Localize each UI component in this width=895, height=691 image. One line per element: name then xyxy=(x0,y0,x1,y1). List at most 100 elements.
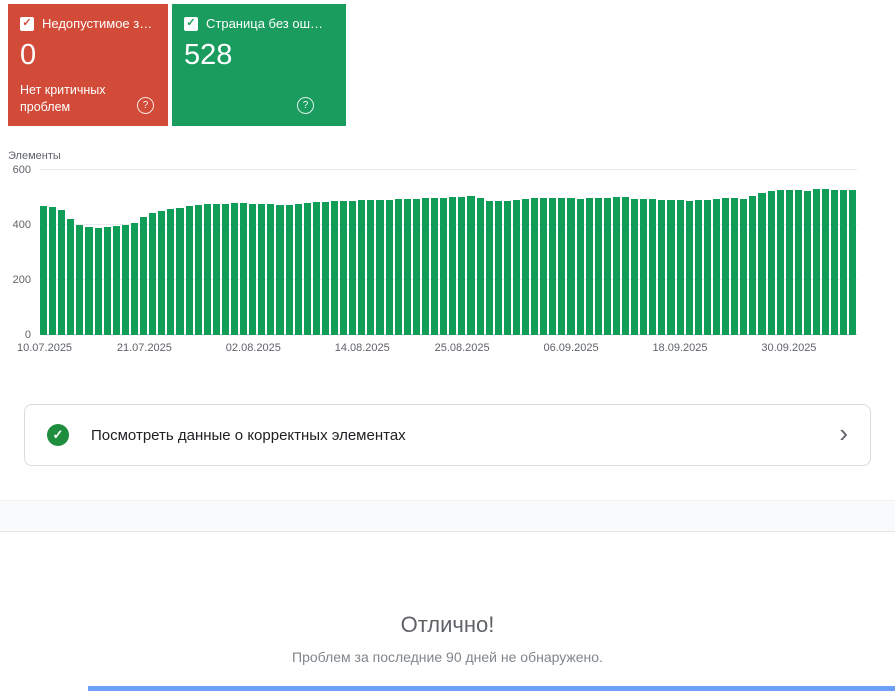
error-card-checkbox[interactable]: ✓ xyxy=(20,16,34,31)
chart-bar[interactable] xyxy=(176,207,184,335)
chart-bar[interactable] xyxy=(194,205,202,335)
chart-bar[interactable] xyxy=(776,189,784,335)
chart-bar[interactable] xyxy=(212,203,220,335)
chart-bar[interactable] xyxy=(649,198,657,335)
chart-bar[interactable] xyxy=(449,196,457,335)
view-valid-data-row[interactable]: ✓ Посмотреть данные о корректных элемент… xyxy=(24,404,871,466)
chart-bar[interactable] xyxy=(149,212,157,335)
chart-bar[interactable] xyxy=(840,190,848,335)
chart-bar[interactable] xyxy=(603,197,611,335)
chart-bar[interactable] xyxy=(531,198,539,335)
chart-bar[interactable] xyxy=(294,203,302,335)
chart-bar[interactable] xyxy=(303,203,311,335)
help-icon[interactable]: ? xyxy=(297,97,314,114)
chart-bar[interactable] xyxy=(594,197,602,335)
chart-bar[interactable] xyxy=(285,204,293,335)
chart-bar[interactable] xyxy=(612,197,620,335)
chart-bar[interactable] xyxy=(312,202,320,335)
chart-bar[interactable] xyxy=(349,200,357,335)
chart-bar[interactable] xyxy=(421,198,430,335)
chart-bar[interactable] xyxy=(831,189,839,335)
error-card[interactable]: ✓ Недопустимое з… 0 Нет критичных пробле… xyxy=(8,4,168,126)
chart-bar[interactable] xyxy=(412,198,420,335)
chart-bar[interactable] xyxy=(403,198,411,335)
chart-bar[interactable] xyxy=(640,199,648,335)
chart-bar[interactable] xyxy=(558,197,566,335)
chart-bar[interactable] xyxy=(631,198,639,335)
valid-card[interactable]: ✓ Страница без ош… 528 ? xyxy=(172,4,346,126)
chart-bar[interactable] xyxy=(494,201,502,335)
chart-bar[interactable] xyxy=(58,210,66,335)
chart-bar[interactable] xyxy=(803,190,811,335)
chart-bar[interactable] xyxy=(249,203,257,335)
chart-bar[interactable] xyxy=(667,199,675,335)
chart-bar[interactable] xyxy=(340,200,348,335)
chart-bar[interactable] xyxy=(358,200,366,335)
summary-heading: Отлично! xyxy=(400,612,495,637)
chart-bar[interactable] xyxy=(785,190,793,335)
chart-bar[interactable] xyxy=(167,209,175,335)
chart-bar[interactable] xyxy=(540,198,548,335)
chart-bar[interactable] xyxy=(712,198,721,335)
chart-bar[interactable] xyxy=(521,198,530,335)
chart-bar[interactable] xyxy=(240,203,248,335)
chart-bar[interactable] xyxy=(76,225,84,335)
chart-bar[interactable] xyxy=(367,200,375,335)
chart-bar[interactable] xyxy=(267,204,275,335)
chart-bar[interactable] xyxy=(130,223,139,335)
chart-bar[interactable] xyxy=(140,217,148,335)
chart-bar[interactable] xyxy=(658,200,666,335)
chart-bar[interactable] xyxy=(549,198,557,335)
chart-bar[interactable] xyxy=(622,196,630,335)
chart-bar[interactable] xyxy=(822,188,830,335)
chart-bar[interactable] xyxy=(467,196,475,335)
chart-bar[interactable] xyxy=(722,198,730,335)
chart-bar[interactable] xyxy=(394,199,402,335)
chart-bar[interactable] xyxy=(458,196,466,335)
chart-bar[interactable] xyxy=(203,204,211,335)
chart-bar[interactable] xyxy=(121,225,129,335)
chart-bar[interactable] xyxy=(276,204,284,335)
chart-bar[interactable] xyxy=(676,200,684,335)
chart-bar[interactable] xyxy=(740,198,748,335)
chart-bar[interactable] xyxy=(112,226,120,335)
chart-bar[interactable] xyxy=(794,190,802,335)
chart-bar[interactable] xyxy=(703,199,711,335)
chart-bar[interactable] xyxy=(503,200,511,335)
chart-bar[interactable] xyxy=(485,200,493,335)
chart-bar[interactable] xyxy=(812,189,821,335)
chart-bar[interactable] xyxy=(440,197,448,335)
chart-bar[interactable] xyxy=(567,197,575,335)
chart-bar[interactable] xyxy=(321,201,329,335)
help-icon[interactable]: ? xyxy=(137,97,154,114)
chart-bar[interactable] xyxy=(849,189,857,335)
chart-bar[interactable] xyxy=(758,193,766,335)
chart-bar[interactable] xyxy=(749,195,757,335)
chart-bar[interactable] xyxy=(512,199,520,335)
valid-card-value: 528 xyxy=(184,39,233,71)
chart-bar[interactable] xyxy=(94,227,102,335)
chart-bar[interactable] xyxy=(85,226,93,335)
chart-bar[interactable] xyxy=(40,205,48,335)
chart-bar[interactable] xyxy=(694,200,702,335)
chart-bar[interactable] xyxy=(67,218,75,335)
valid-card-checkbox[interactable]: ✓ xyxy=(184,16,198,31)
chart-bar[interactable] xyxy=(230,203,239,335)
chart-bar[interactable] xyxy=(585,198,593,335)
x-tick-label: 14.08.2025 xyxy=(334,342,390,354)
chart-bar[interactable] xyxy=(185,206,193,335)
chart-bar[interactable] xyxy=(331,201,339,335)
chart-bar[interactable] xyxy=(158,210,166,335)
chart-bar[interactable] xyxy=(376,199,384,335)
chart-bar[interactable] xyxy=(476,197,484,335)
chart-bar[interactable] xyxy=(576,198,584,335)
chart-bar[interactable] xyxy=(685,200,693,335)
chart-bar[interactable] xyxy=(49,206,57,335)
chart-bar[interactable] xyxy=(767,190,775,335)
chart-bar[interactable] xyxy=(221,203,229,335)
chart-bar[interactable] xyxy=(258,204,266,335)
chart-bar[interactable] xyxy=(731,197,739,335)
chart-bar[interactable] xyxy=(385,199,393,335)
chart-bar[interactable] xyxy=(431,197,439,335)
chart-bar[interactable] xyxy=(103,227,111,335)
